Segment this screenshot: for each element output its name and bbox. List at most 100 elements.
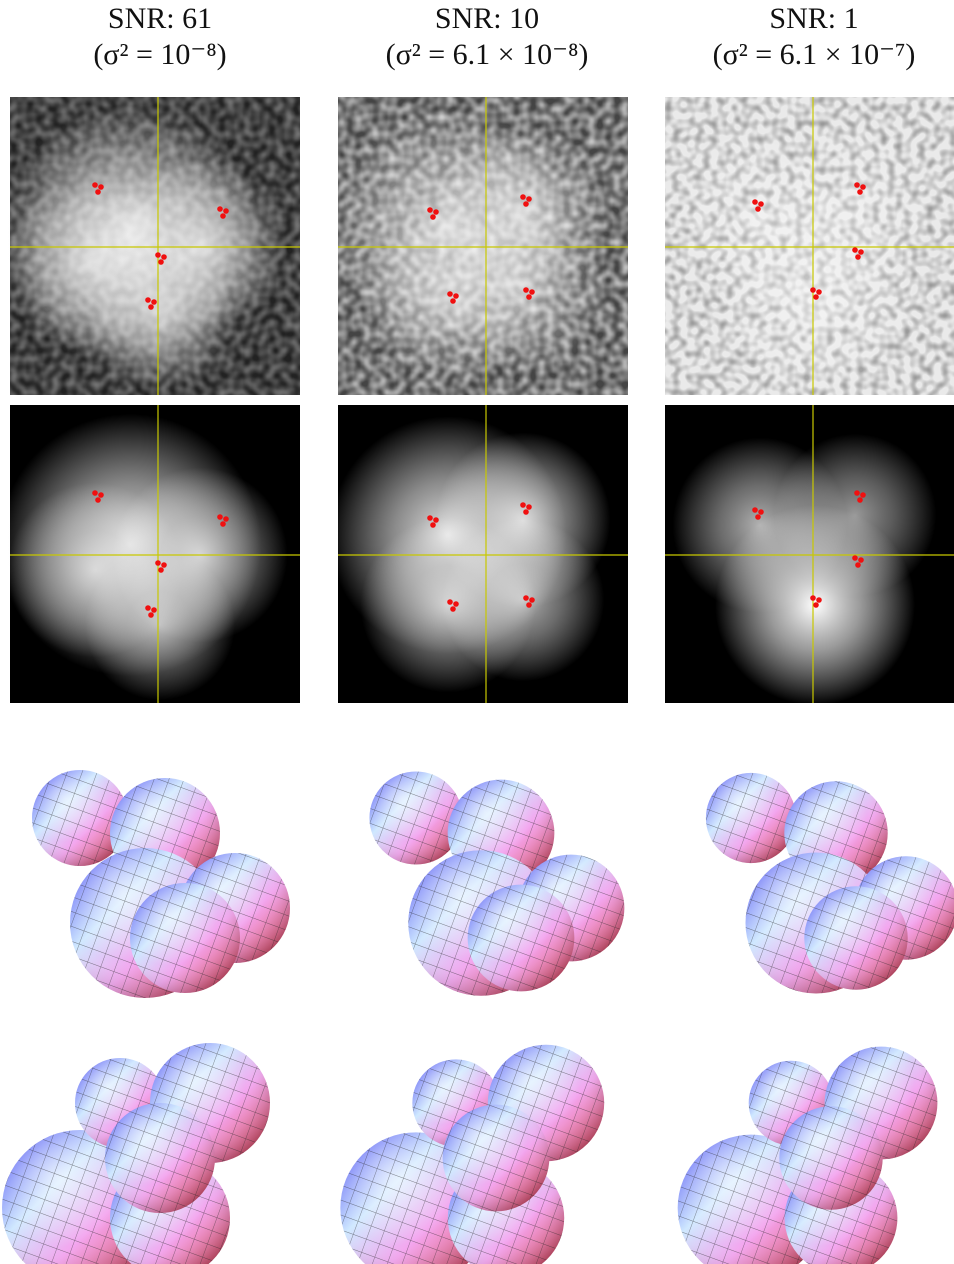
- atom-dot: [857, 497, 863, 503]
- atom-dot: [95, 189, 101, 195]
- atom-dot: [860, 184, 866, 190]
- column-title: SNR: 10: [435, 2, 539, 35]
- atom-dot: [852, 247, 858, 253]
- surface-mesh: [468, 885, 575, 992]
- surface-render: [678, 1047, 938, 1264]
- atom-dot: [223, 516, 229, 522]
- atom-dot: [95, 497, 101, 503]
- atom-dot: [758, 201, 764, 207]
- image-panel: [329, 97, 628, 395]
- atom-dot: [857, 189, 863, 195]
- noise: [10, 97, 300, 395]
- atom-dot: [529, 597, 535, 603]
- surface-mesh: [105, 1103, 215, 1213]
- atom-dot: [217, 514, 223, 520]
- atom-dot: [752, 507, 758, 513]
- atom-dot: [813, 294, 819, 300]
- atom-dot: [810, 287, 816, 293]
- atom-dot: [158, 259, 164, 265]
- atom-dot: [447, 291, 453, 297]
- surface-render: [706, 773, 954, 994]
- atom-dot: [523, 595, 529, 601]
- noise: [665, 97, 954, 395]
- atom-dot: [430, 522, 436, 528]
- image-panel: [0, 97, 300, 395]
- atom-dot: [450, 298, 456, 304]
- atom-dot: [453, 601, 459, 607]
- atom-dot: [151, 299, 157, 305]
- atom-dot: [427, 207, 433, 213]
- atom-dot: [855, 254, 861, 260]
- intensity-blob: [442, 519, 605, 682]
- noise: [338, 97, 628, 395]
- atom-dot: [523, 201, 529, 207]
- image-panel: [665, 97, 954, 397]
- surface-mesh: [369, 771, 462, 864]
- atom-dot: [161, 562, 167, 568]
- atom-dot: [453, 293, 459, 299]
- atom-dot: [220, 213, 226, 219]
- image-panel: [665, 405, 954, 705]
- atom-dot: [755, 514, 761, 520]
- atom-dot: [161, 254, 167, 260]
- atom-dot: [433, 209, 439, 215]
- atom-dot: [145, 297, 151, 303]
- atom-dot: [98, 184, 104, 190]
- atom-dot: [810, 595, 816, 601]
- column-subtitle: (σ² = 6.1 × 10⁻⁷): [713, 38, 916, 71]
- atom-dot: [523, 509, 529, 515]
- column-subtitle: (σ² = 6.1 × 10⁻⁸): [386, 38, 589, 71]
- atom-dot: [220, 521, 226, 527]
- atom-dot: [92, 490, 98, 496]
- atom-dot: [854, 182, 860, 188]
- atom-dot: [816, 597, 822, 603]
- atom-dot: [520, 502, 526, 508]
- image-panel: [329, 405, 628, 703]
- atom-dot: [758, 509, 764, 515]
- headers: SNR: 61 (σ² = 10⁻⁸) SNR: 10 (σ² = 6.1 × …: [93, 2, 915, 71]
- atom-dot: [523, 287, 529, 293]
- surface-render: [369, 771, 624, 995]
- surface-render: [340, 1045, 604, 1264]
- figure: SNR: 61 (σ² = 10⁻⁸) SNR: 10 (σ² = 6.1 × …: [0, 0, 954, 1264]
- image-panel: [0, 405, 300, 703]
- atom-dot: [816, 289, 822, 295]
- atom-dot: [148, 304, 154, 310]
- atom-dot: [148, 612, 154, 618]
- surface-render: [2, 1043, 270, 1264]
- atom-dot: [223, 208, 229, 214]
- atom-dot: [526, 196, 532, 202]
- surface-mesh: [130, 883, 240, 993]
- surface-mesh: [443, 1105, 550, 1212]
- atom-dot: [855, 562, 861, 568]
- atom-dot: [852, 555, 858, 561]
- atom-dot: [854, 490, 860, 496]
- surface-mesh: [706, 773, 796, 863]
- surface-mesh: [779, 1106, 882, 1209]
- atom-dot: [92, 182, 98, 188]
- atom-dot: [155, 252, 161, 258]
- atom-dot: [755, 206, 761, 212]
- column-title: SNR: 1: [769, 2, 858, 35]
- atom-dot: [145, 605, 151, 611]
- surface-mesh: [804, 886, 907, 989]
- atom-dot: [858, 249, 864, 255]
- atom-dot: [217, 206, 223, 212]
- surface-render: [32, 770, 290, 998]
- atom-dot: [526, 504, 532, 510]
- atom-dot: [430, 214, 436, 220]
- atom-dot: [158, 567, 164, 573]
- atom-dot: [526, 602, 532, 608]
- atom-dot: [860, 492, 866, 498]
- atom-dot: [155, 560, 161, 566]
- column-title: SNR: 61: [108, 2, 212, 35]
- atom-dot: [813, 602, 819, 608]
- atom-dot: [858, 557, 864, 563]
- atom-dot: [450, 606, 456, 612]
- column-subtitle: (σ² = 10⁻⁸): [93, 38, 226, 71]
- atom-dot: [151, 607, 157, 613]
- atom-dot: [752, 199, 758, 205]
- atom-dot: [520, 194, 526, 200]
- atom-dot: [529, 289, 535, 295]
- atom-dot: [427, 515, 433, 521]
